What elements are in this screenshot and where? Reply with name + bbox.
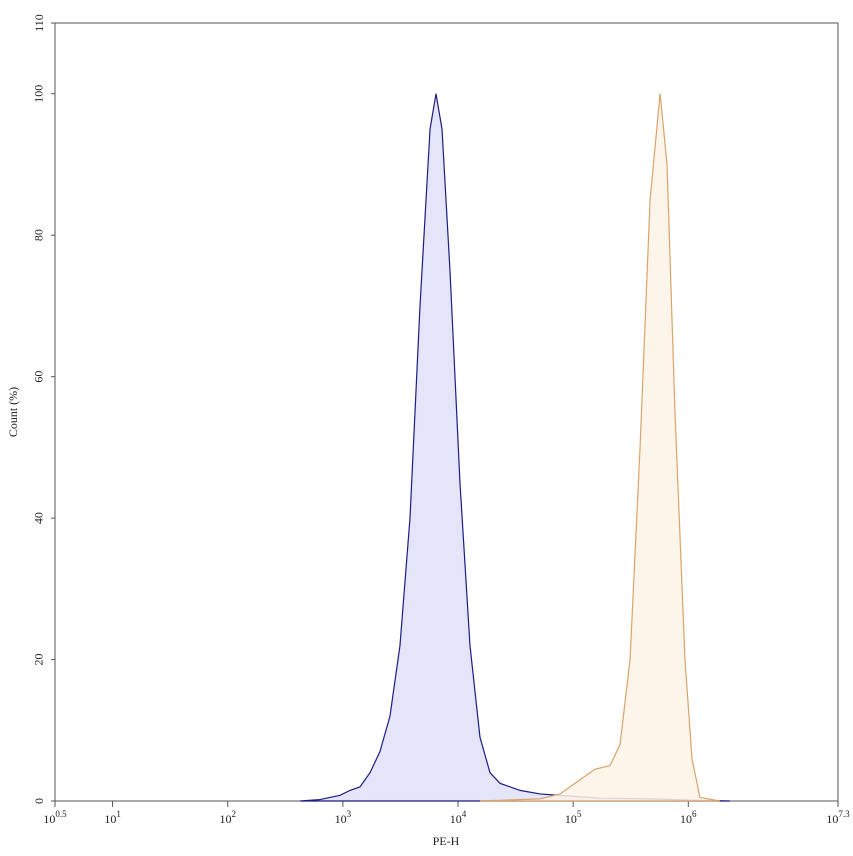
x-tick-label: 106 bbox=[680, 809, 697, 826]
x-tick-label: 107.3 bbox=[826, 809, 850, 826]
y-tick-label: 60 bbox=[32, 371, 46, 383]
y-tick-label: 80 bbox=[32, 229, 46, 241]
y-tick-label: 20 bbox=[32, 654, 46, 666]
x-tick-label: 105 bbox=[565, 809, 582, 826]
x-tick-label: 102 bbox=[219, 809, 236, 826]
y-tick-label: 0 bbox=[32, 798, 46, 804]
x-tick-label: 100.5 bbox=[43, 809, 67, 826]
x-tick-label: 104 bbox=[450, 809, 467, 826]
y-tick-label: 100 bbox=[32, 85, 46, 103]
x-axis-label: PE-H bbox=[433, 834, 460, 848]
y-axis-label: Count (%) bbox=[6, 387, 20, 437]
x-tick-label: 101 bbox=[104, 809, 121, 826]
y-tick-label: 40 bbox=[32, 512, 46, 524]
y-tick-label: 110 bbox=[32, 14, 46, 32]
x-tick-label: 103 bbox=[335, 809, 352, 826]
histogram-curve bbox=[479, 93, 721, 802]
